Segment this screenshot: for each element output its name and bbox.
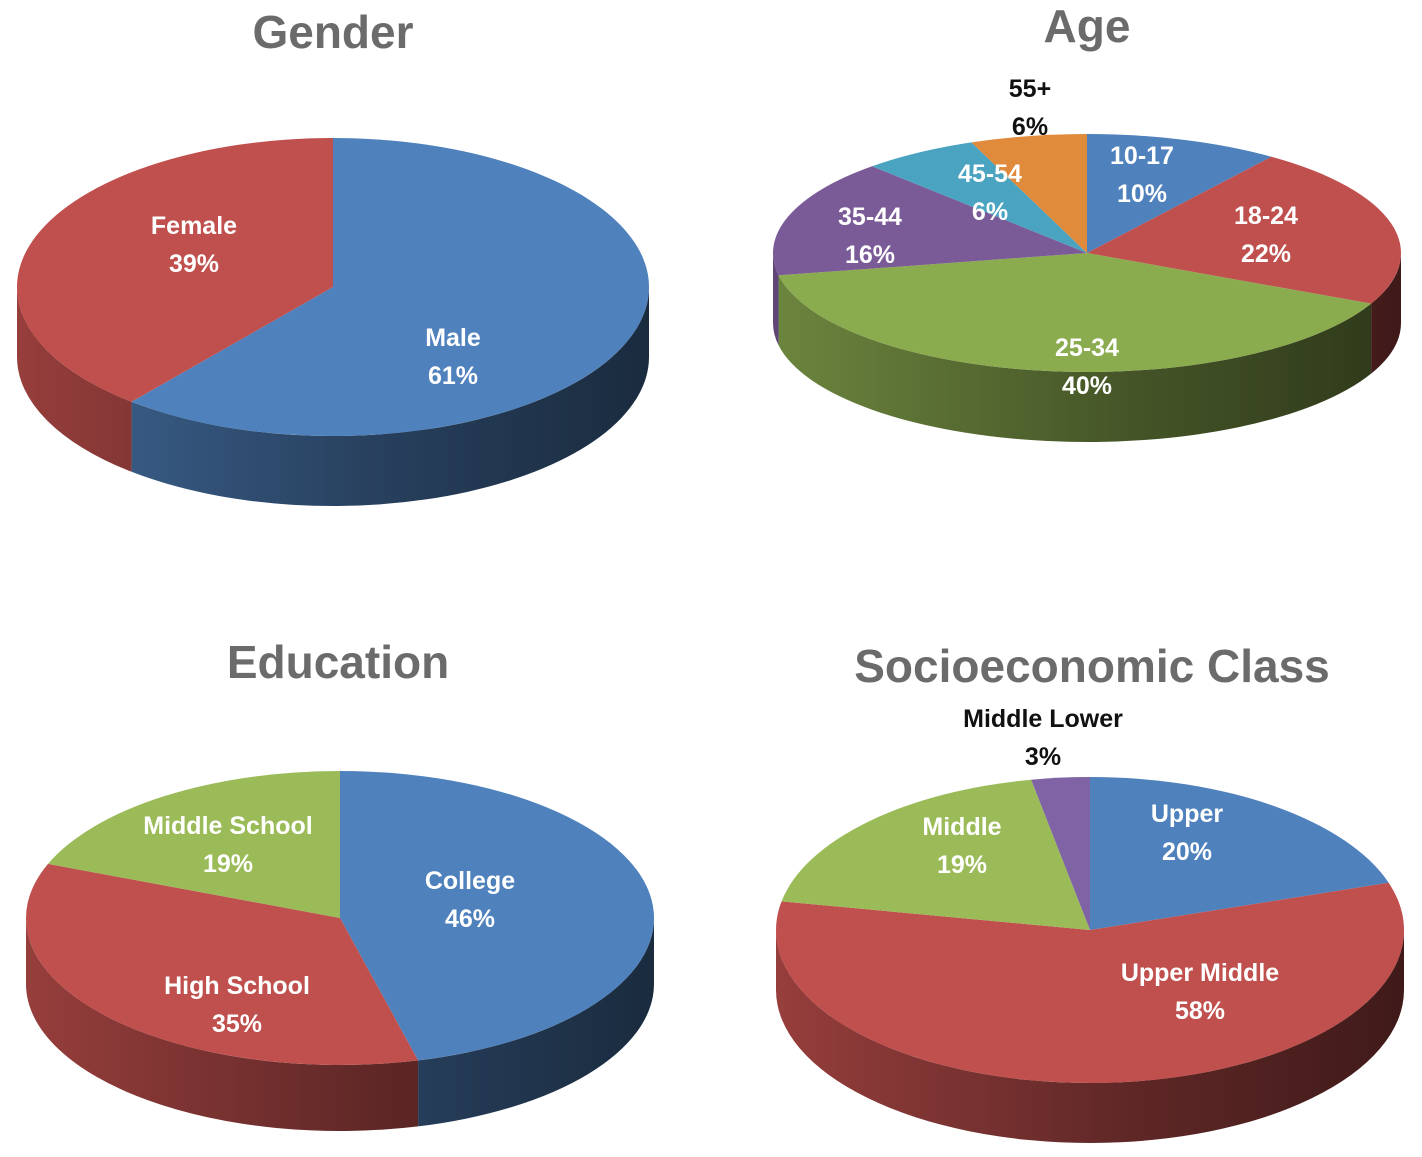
pie-slice-college [340, 771, 654, 1061]
pie-side-walls [26, 918, 654, 1131]
chart-title-education: Education [227, 636, 449, 688]
pie-slice-male [131, 138, 649, 436]
slice-value-18-24: 22% [1241, 240, 1291, 268]
chart-title-gender: Gender [252, 6, 413, 58]
slice-value-college: 46% [445, 905, 495, 933]
slice-label-female: Female [151, 212, 237, 240]
slice-label-18-24: 18-24 [1234, 202, 1298, 230]
pie-side-college [418, 918, 654, 1127]
pie-slice-10-17 [1087, 134, 1272, 253]
slice-label-middle: Middle [922, 813, 1001, 841]
slice-label-10-17: 10-17 [1110, 142, 1174, 170]
pie-slice-upper [1090, 777, 1389, 930]
pie-slice-high-school [26, 863, 419, 1065]
slice-label-45-54: 45-54 [958, 160, 1022, 188]
pie-slice-55 [971, 134, 1087, 253]
pie-side-high-school [26, 918, 419, 1131]
slice-value-middle-lower: 3% [1025, 743, 1061, 771]
pie-slice-45-54 [872, 142, 1087, 253]
slice-value-middle: 19% [937, 851, 987, 879]
slice-value-10-17: 10% [1117, 180, 1167, 208]
slice-label-college: College [425, 867, 515, 895]
chart-title-socioeconomic-class: Socioeconomic Class [854, 640, 1330, 692]
slice-label-upper: Upper [1151, 800, 1224, 828]
pie-side-walls [17, 287, 649, 507]
slice-value-female: 39% [169, 250, 219, 278]
slice-value-35-44: 16% [845, 241, 895, 269]
slice-value-45-54: 6% [972, 198, 1008, 226]
slice-value-high-school: 35% [212, 1010, 262, 1038]
pie-slice-middle-school [48, 771, 341, 918]
pie-chart-socioeconomic-class: Socioeconomic Class Upper 20% Upper Middle 5… [776, 640, 1405, 1143]
slice-label-high-school: High School [164, 972, 310, 1000]
pie-slice-upper-middle [776, 882, 1405, 1083]
pie-slice-female [16, 138, 333, 402]
pie-side-female [17, 287, 132, 472]
pie-side-18-24 [1371, 253, 1401, 374]
slice-label-middle-school: Middle School [143, 812, 312, 840]
slice-value-upper: 20% [1162, 838, 1212, 866]
pie-side-upper-middle [776, 930, 1404, 1143]
pie-side-35-44 [773, 253, 779, 346]
slice-value-55: 6% [1012, 113, 1048, 141]
slice-label-middle-lower: Middle Lower [963, 705, 1123, 733]
pie-slice-25-34 [778, 253, 1372, 372]
pie-slice-middle-lower [1031, 777, 1090, 930]
slice-value-25-34: 40% [1062, 372, 1112, 400]
pie-side-25-34 [778, 275, 1372, 442]
pie-slice-35-44 [773, 166, 1087, 276]
slice-value-middle-school: 19% [203, 850, 253, 878]
pie-chart-age: Age 10-17 10% 18-24 22% 25-34 40% 35-44 16% 45-54… [773, 0, 1402, 442]
slice-label-35-44: 35-44 [838, 203, 902, 231]
slice-value-upper-middle: 58% [1175, 997, 1225, 1025]
slice-value-male: 61% [428, 362, 478, 390]
slice-label-55: 55+ [1009, 75, 1051, 103]
pie-slice-middle [781, 779, 1090, 930]
pie-slice-18-24 [1087, 156, 1402, 304]
slice-label-upper-middle: Upper Middle [1121, 959, 1279, 987]
pie-side-walls [776, 930, 1404, 1143]
pie-chart-education: Education College 46% High School 35% Middle … [26, 636, 654, 1131]
chart-title-age: Age [1044, 0, 1131, 52]
slice-label-25-34: 25-34 [1055, 334, 1119, 362]
pie-chart-gender: Gender Male 61% Female 39% [16, 6, 649, 507]
pie-side-walls [773, 253, 1401, 442]
slice-label-male: Male [425, 324, 481, 352]
pie-side-male [131, 287, 649, 507]
